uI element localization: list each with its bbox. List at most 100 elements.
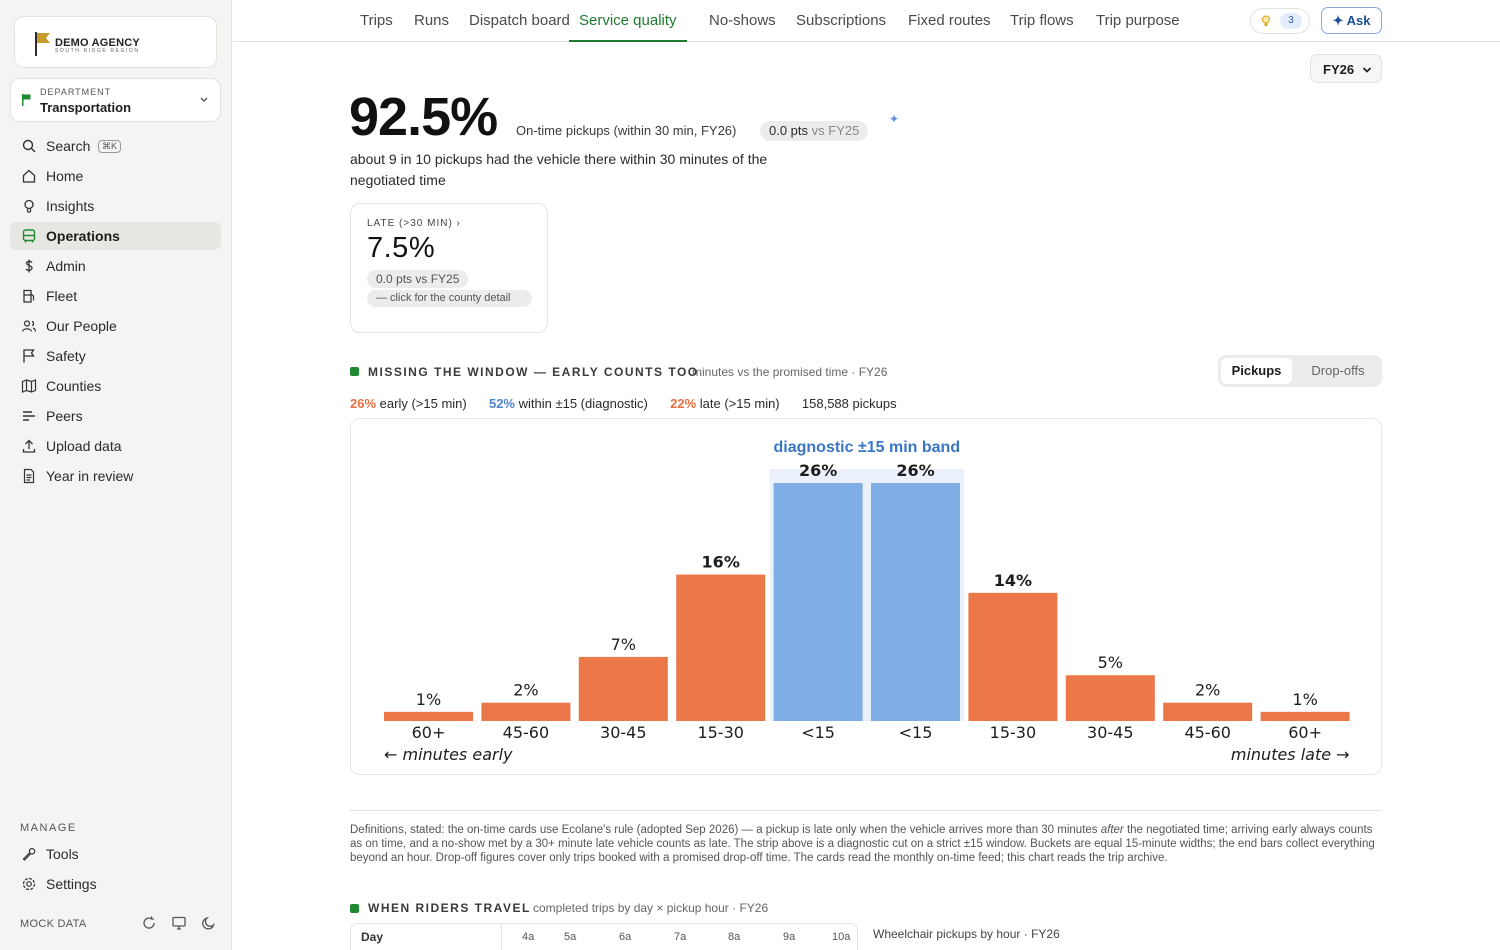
kpi-delta-compare: vs FY25 bbox=[811, 123, 860, 138]
bar-value-label: 26% bbox=[896, 461, 934, 480]
bar-value-label: 1% bbox=[416, 690, 441, 709]
moon-icon[interactable] bbox=[201, 915, 217, 931]
heatmap-hour-label: 7a bbox=[674, 931, 687, 943]
histogram-bar bbox=[1163, 702, 1253, 721]
sidebar-item-admin[interactable]: Admin bbox=[10, 252, 221, 280]
manage-section-title: MANAGE bbox=[20, 822, 77, 834]
sidebar-item-our-people[interactable]: Our People bbox=[10, 312, 221, 340]
bars-icon bbox=[23, 411, 35, 421]
sidebar-item-fleet[interactable]: Fleet bbox=[10, 282, 221, 310]
department-flag-icon bbox=[22, 94, 31, 106]
bucket-tick-label: 30-45 bbox=[600, 723, 647, 742]
sidebar-item-label: Settings bbox=[46, 876, 97, 892]
bucket-tick-label: 30-45 bbox=[1087, 723, 1134, 742]
heatmap-hour-label: 8a bbox=[728, 931, 741, 943]
sidebar-item-label: Operations bbox=[46, 228, 120, 244]
late-card-title: LATE (>30 MIN) › bbox=[367, 218, 461, 229]
agency-name: DEMO AGENCY bbox=[55, 37, 140, 49]
heatmap-hour-label: 10a bbox=[832, 931, 851, 943]
bucket-tick-label: 15-30 bbox=[697, 723, 744, 742]
monitor-icon[interactable] bbox=[171, 915, 187, 931]
ask-button[interactable]: ✦ Ask bbox=[1321, 7, 1382, 34]
sidebar-item-label: Home bbox=[46, 168, 84, 184]
refresh-icon[interactable] bbox=[141, 915, 157, 931]
tab-no-shows[interactable]: No-shows bbox=[709, 12, 776, 29]
late-card-hint: — click for the county detail bbox=[367, 290, 532, 307]
sidebar-item-tools[interactable]: Tools bbox=[10, 840, 221, 868]
travel-section-subtitle: completed trips by day × pickup hour · F… bbox=[533, 901, 769, 915]
within-label: within ±15 (diagnostic) bbox=[518, 396, 648, 411]
sidebar-item-peers[interactable]: Peers bbox=[10, 402, 221, 430]
definitions-note: Definitions, stated: the on-time cards u… bbox=[350, 823, 1382, 865]
within-pct: 52% bbox=[488, 396, 515, 411]
sidebar-item-year-in-review[interactable]: Year in review bbox=[10, 462, 221, 490]
on-time-kpi-caption: On-time pickups (within 30 min, FY26) bbox=[516, 123, 737, 138]
tab-subscriptions[interactable]: Subscriptions bbox=[796, 12, 887, 29]
sidebar-item-safety[interactable]: Safety bbox=[10, 342, 221, 370]
late-pickups-card[interactable]: LATE (>30 MIN) › 7.5% 0.0 pts vs FY25 — … bbox=[350, 203, 548, 333]
sidebar-item-label: Year in review bbox=[46, 468, 134, 484]
fiscal-year-select[interactable]: FY26 bbox=[1310, 54, 1382, 83]
chevron-down-icon bbox=[200, 97, 208, 102]
late-card-delta: 0.0 pts vs FY25 bbox=[367, 270, 469, 288]
department-selector[interactable]: DEPARTMENT Transportation bbox=[10, 78, 221, 122]
sidebar-item-label: Insights bbox=[46, 198, 95, 214]
heatmap-divider bbox=[501, 924, 502, 950]
tab-trips[interactable]: Trips bbox=[360, 12, 393, 29]
bucket-tick-label: <15 bbox=[801, 723, 835, 742]
tab-dispatch-board[interactable]: Dispatch board bbox=[469, 12, 570, 29]
sidebar-item-label: Safety bbox=[46, 348, 86, 364]
histogram-bar bbox=[1065, 675, 1155, 721]
bucket-tick-label: 45-60 bbox=[503, 723, 550, 742]
tab-service-quality[interactable]: Service quality bbox=[569, 12, 687, 42]
pickup-total: 158,588 pickups bbox=[801, 396, 897, 411]
heatmap-hour-label: 9a bbox=[783, 931, 796, 943]
histogram-bar bbox=[384, 711, 473, 721]
sidebar-item-counties[interactable]: Counties bbox=[10, 372, 221, 400]
mock-data-label: MOCK DATA bbox=[20, 918, 87, 930]
window-section-title: MISSING THE WINDOW — EARLY COUNTS TOO bbox=[368, 365, 699, 379]
tab-runs[interactable]: Runs bbox=[414, 12, 450, 29]
histogram-bar bbox=[968, 592, 1058, 721]
toggle-dropoffs[interactable]: Drop-offs bbox=[1311, 363, 1365, 378]
fuel-icon bbox=[23, 289, 35, 303]
sidebar-item-label: Upload data bbox=[46, 438, 122, 454]
home-icon bbox=[22, 169, 36, 183]
kpi-delta-value: 0.0 pts bbox=[769, 123, 809, 138]
timing-histogram-card: diagnostic ±15 min band 1% 60+ 2% 45-60 7% 30-… bbox=[350, 418, 1382, 775]
histogram-bar bbox=[773, 483, 863, 721]
timing-histogram-chart: diagnostic ±15 min band 1% 60+ 2% 45-60 7% 30-… bbox=[384, 439, 1350, 764]
late-label: late (>15 min) bbox=[699, 396, 780, 411]
toggle-pickups[interactable]: Pickups bbox=[1221, 358, 1292, 384]
bar-value-label: 26% bbox=[799, 461, 837, 480]
tab-trip-purpose[interactable]: Trip purpose bbox=[1096, 12, 1180, 29]
window-section-subtitle: minutes vs the promised time · FY26 bbox=[692, 365, 888, 379]
agency-logo[interactable]: DEMO AGENCY SOUTH RIDGE REGION bbox=[14, 16, 217, 68]
sidebar-item-label: Counties bbox=[46, 378, 102, 394]
sidebar-item-operations[interactable]: Operations bbox=[10, 222, 221, 250]
sidebar-item-search[interactable]: Search ⌘K bbox=[10, 132, 221, 160]
tab-trip-flows[interactable]: Trip flows bbox=[1010, 12, 1074, 29]
sparkle-icon[interactable]: ✦ bbox=[889, 112, 900, 126]
sidebar-item-label: Tools bbox=[46, 846, 79, 862]
histogram-bar bbox=[578, 656, 668, 721]
sidebar-item-insights[interactable]: Insights bbox=[10, 192, 221, 220]
lightbulb-icon bbox=[24, 199, 34, 213]
on-time-kpi-value: 92.5% bbox=[349, 87, 498, 147]
tab-fixed-routes[interactable]: Fixed routes bbox=[908, 12, 991, 29]
document-icon bbox=[23, 468, 35, 484]
agency-region: SOUTH RIDGE REGION bbox=[55, 48, 140, 54]
heatmap-hour-label: 6a bbox=[619, 931, 632, 943]
heatmap-hour-label: 5a bbox=[564, 931, 577, 943]
bar-value-label: 14% bbox=[994, 571, 1032, 590]
diagnostic-band-label: diagnostic ±15 min band bbox=[774, 439, 961, 456]
bucket-tick-label: 60+ bbox=[412, 723, 446, 742]
x-axis-label-late: minutes late → bbox=[1231, 745, 1350, 764]
sidebar-item-settings[interactable]: Settings bbox=[10, 870, 221, 898]
bucket-tick-label: <15 bbox=[899, 723, 933, 742]
wrench-icon bbox=[22, 848, 36, 861]
sidebar-item-home[interactable]: Home bbox=[10, 162, 221, 190]
gear-icon bbox=[22, 877, 36, 891]
section-marker bbox=[350, 904, 359, 913]
sidebar-item-upload-data[interactable]: Upload data bbox=[10, 432, 221, 460]
